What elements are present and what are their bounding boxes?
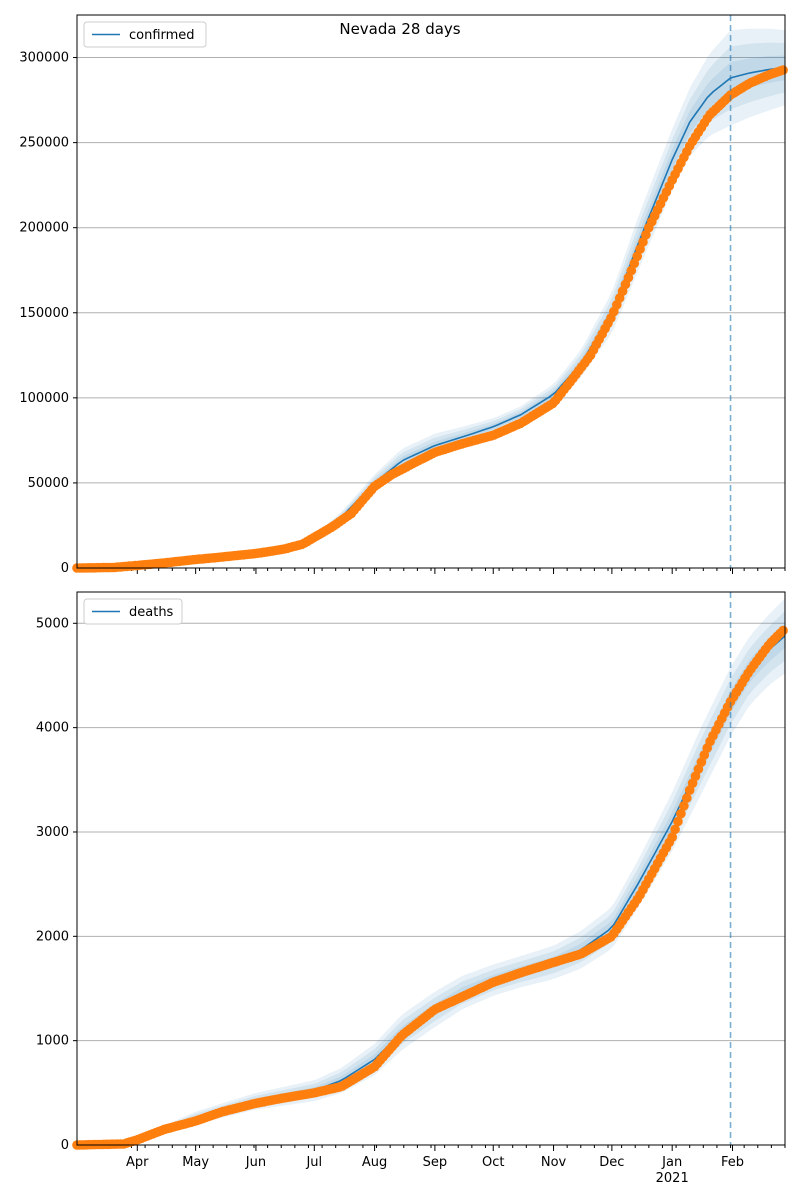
uncertainty-band-1 (77, 28, 785, 569)
x-tick-sublabel: 2021 (656, 1171, 689, 1186)
uncertainty-band-3 (77, 623, 785, 1145)
observed-point (670, 824, 680, 835)
x-tick-label: Dec (599, 1155, 624, 1170)
y-tick-label: 150000 (19, 306, 69, 321)
y-tick-label: 3000 (36, 825, 69, 840)
observed-point (667, 832, 677, 842)
chart-panel-confirmed: 0 50000 100000 150000 200000 250000 300000 conf… (19, 14, 788, 576)
y-tick-label: 200000 (19, 221, 69, 236)
observed-point (778, 625, 788, 636)
y-tick-label: 250000 (19, 136, 69, 151)
x-tick-label: Apr (126, 1155, 149, 1170)
observed-point (679, 801, 689, 811)
chart-panel-deaths: 0 1000 2000 3000 4000 5000 Apr May Jun Jul Aug Sep O… (36, 591, 788, 1186)
observed-point (676, 808, 686, 819)
legend: confirmed (83, 21, 207, 48)
x-tick-label: Jun (245, 1155, 266, 1170)
axes-frame (76, 591, 786, 1146)
figure-title: Nevada 28 days (339, 20, 461, 38)
y-tick-label: 5000 (36, 616, 69, 631)
x-tick-label: Nov (541, 1155, 567, 1170)
x-tick-label: May (182, 1155, 209, 1170)
uncertainty-band-1 (77, 598, 785, 1145)
x-tick-label: Aug (362, 1155, 387, 1170)
legend: deaths (83, 598, 183, 625)
y-tick-label: 2000 (36, 929, 69, 944)
y-tick-label: 50000 (28, 476, 69, 491)
legend-box (83, 598, 183, 625)
legend-label: confirmed (129, 28, 195, 43)
observed-point (638, 237, 648, 247)
legend-label: deaths (129, 605, 174, 620)
x-tick-label: Sep (423, 1155, 448, 1170)
axes-frame (76, 14, 786, 569)
uncertainty-band-2 (77, 611, 785, 1145)
y-tick-label: 300000 (19, 51, 69, 66)
legend-box (83, 21, 207, 48)
observed-point (682, 793, 692, 803)
x-tick-label: Jan (661, 1155, 682, 1170)
observed-point (778, 65, 788, 75)
uncertainty-band-2 (77, 42, 785, 569)
observed-point (632, 251, 642, 262)
y-tick-label: 1000 (36, 1034, 69, 1049)
x-tick-label: Jul (305, 1155, 322, 1170)
x-tick-label: Feb (721, 1155, 744, 1170)
model-line-deaths (76, 635, 786, 1146)
y-tick-label: 4000 (36, 721, 69, 736)
observed-point (626, 265, 637, 276)
x-tick-label: Oct (482, 1155, 504, 1170)
y-tick-label: 100000 (19, 391, 69, 406)
observed-point (673, 816, 683, 827)
y-tick-label: 0 (61, 1138, 69, 1153)
y-tick-label: 0 (61, 561, 69, 576)
